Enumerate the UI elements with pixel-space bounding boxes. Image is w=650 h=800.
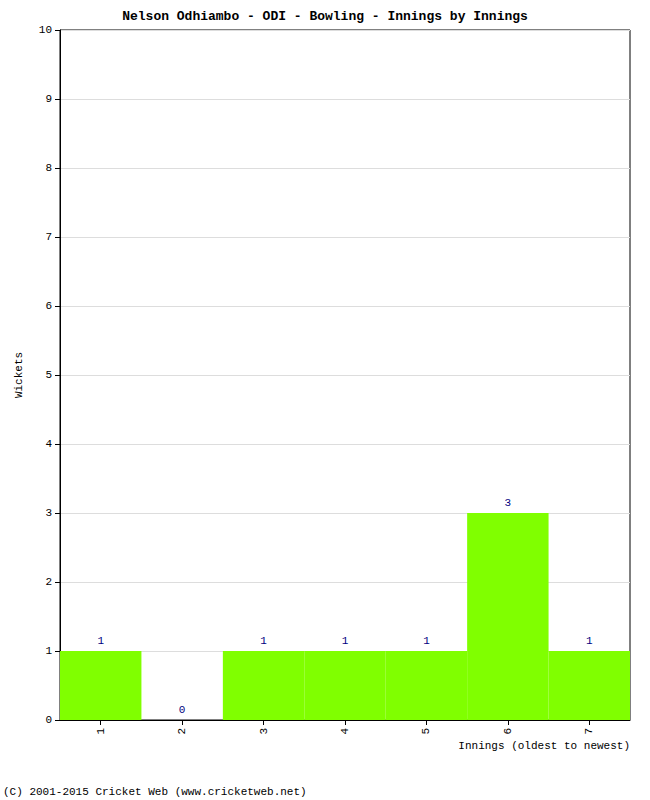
svg-text:6: 6 xyxy=(502,728,514,735)
svg-text:0: 0 xyxy=(179,704,186,716)
svg-text:7: 7 xyxy=(45,231,52,243)
svg-text:8: 8 xyxy=(45,162,52,174)
svg-text:1: 1 xyxy=(342,635,349,647)
svg-text:1: 1 xyxy=(260,635,267,647)
svg-text:5: 5 xyxy=(420,728,432,735)
svg-text:3: 3 xyxy=(505,497,512,509)
svg-text:4: 4 xyxy=(45,438,52,450)
svg-text:6: 6 xyxy=(45,300,52,312)
svg-text:1: 1 xyxy=(586,635,593,647)
svg-text:0: 0 xyxy=(45,714,52,726)
svg-text:1: 1 xyxy=(45,645,52,657)
svg-text:4: 4 xyxy=(339,728,351,735)
svg-text:(C) 2001-2015 Cricket Web (www: (C) 2001-2015 Cricket Web (www.cricketwe… xyxy=(3,786,307,798)
svg-text:9: 9 xyxy=(45,93,52,105)
svg-text:7: 7 xyxy=(583,728,595,735)
svg-text:Nelson Odhiambo - ODI - Bowlin: Nelson Odhiambo - ODI - Bowling - Inning… xyxy=(122,9,528,24)
svg-text:Wickets: Wickets xyxy=(13,352,25,398)
svg-text:2: 2 xyxy=(45,576,52,588)
svg-text:3: 3 xyxy=(45,507,52,519)
svg-text:1: 1 xyxy=(423,635,430,647)
svg-text:5: 5 xyxy=(45,369,52,381)
svg-text:Innings (oldest to newest): Innings (oldest to newest) xyxy=(458,740,630,752)
svg-text:3: 3 xyxy=(258,728,270,735)
svg-text:2: 2 xyxy=(176,728,188,735)
svg-text:1: 1 xyxy=(97,635,104,647)
svg-text:1: 1 xyxy=(95,728,107,735)
svg-text:10: 10 xyxy=(39,24,52,36)
